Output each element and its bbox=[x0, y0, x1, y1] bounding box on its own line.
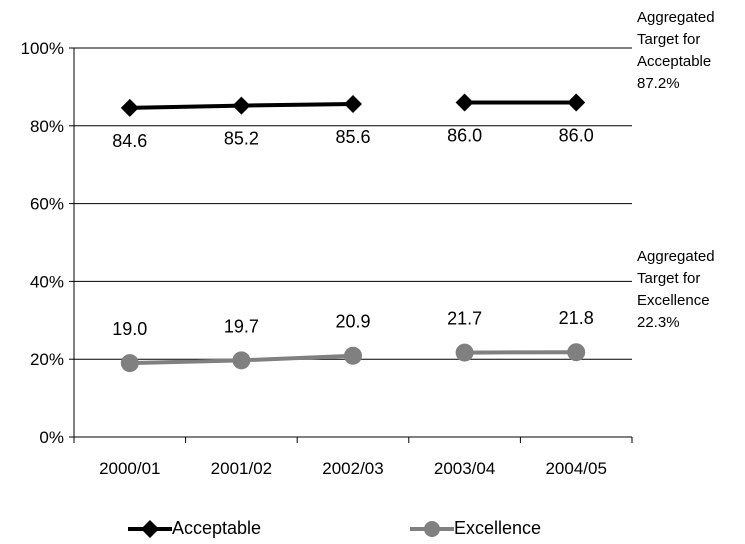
legend-item-excellence: Excellence bbox=[410, 518, 541, 539]
excellence-target-annotation: Aggregated Target for Excellence 22.3% bbox=[637, 246, 715, 334]
data-label-excellence: 19.7 bbox=[224, 316, 259, 336]
data-point-acceptable bbox=[120, 98, 139, 117]
y-tick-label: 20% bbox=[30, 350, 64, 369]
data-point-excellence bbox=[567, 343, 586, 362]
data-label-acceptable: 84.6 bbox=[112, 131, 147, 151]
data-label-excellence: 21.8 bbox=[559, 308, 594, 328]
data-label-excellence: 20.9 bbox=[335, 312, 370, 332]
data-label-excellence: 21.7 bbox=[447, 309, 482, 329]
y-tick-label: 0% bbox=[39, 428, 64, 447]
data-point-acceptable bbox=[455, 93, 474, 112]
y-tick-label: 100% bbox=[21, 39, 64, 58]
x-tick-label: 2004/05 bbox=[545, 459, 606, 478]
data-point-excellence bbox=[232, 351, 251, 370]
annotation-line: Target for bbox=[637, 31, 701, 48]
y-tick-label: 60% bbox=[30, 195, 64, 214]
annotation-line: Aggregated bbox=[637, 248, 715, 265]
legend-swatch-excellence bbox=[410, 520, 454, 537]
annotation-line: Aggregated bbox=[637, 9, 715, 26]
annotation-line: Excellence bbox=[637, 292, 710, 309]
data-label-acceptable: 86.0 bbox=[559, 125, 594, 145]
x-tick-label: 2001/02 bbox=[211, 459, 272, 478]
annotation-line: 22.3% bbox=[637, 314, 680, 331]
data-point-excellence bbox=[120, 354, 139, 373]
data-label-acceptable: 86.0 bbox=[447, 125, 482, 145]
data-point-acceptable bbox=[232, 96, 251, 115]
y-tick-label: 40% bbox=[30, 272, 64, 291]
y-tick-label: 80% bbox=[30, 117, 64, 136]
legend-label: Acceptable bbox=[172, 518, 262, 538]
annotation-line: 87.2% bbox=[637, 75, 680, 92]
legend-label: Excellence bbox=[454, 518, 542, 538]
annotation-line: Acceptable bbox=[637, 53, 712, 70]
data-point-acceptable bbox=[567, 93, 586, 112]
data-point-excellence bbox=[455, 343, 474, 362]
legend-item-acceptable: Acceptable bbox=[128, 518, 261, 539]
x-tick-label: 2003/04 bbox=[434, 459, 495, 478]
x-tick-label: 2002/03 bbox=[322, 459, 383, 478]
data-label-acceptable: 85.2 bbox=[224, 129, 259, 149]
acceptable-target-annotation: Aggregated Target for Acceptable 87.2% bbox=[637, 7, 715, 95]
data-label-acceptable: 85.6 bbox=[335, 127, 370, 147]
legend-swatch-acceptable bbox=[128, 519, 172, 538]
x-tick-label: 2000/01 bbox=[99, 459, 160, 478]
data-point-acceptable bbox=[344, 95, 362, 114]
annotation-line: Target for bbox=[637, 270, 701, 287]
data-label-excellence: 19.0 bbox=[112, 319, 147, 339]
data-point-excellence bbox=[344, 346, 362, 365]
